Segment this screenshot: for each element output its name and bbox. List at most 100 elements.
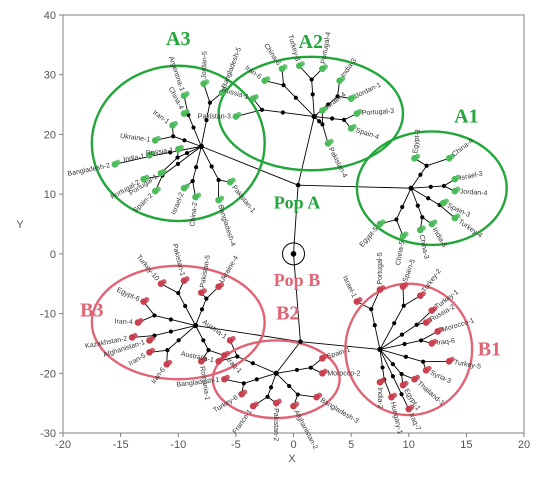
tree-edge — [203, 83, 211, 103]
tree-node — [199, 307, 205, 312]
leaf-dot — [167, 359, 173, 365]
tree-node — [309, 77, 314, 82]
leaf-dot — [253, 401, 259, 407]
tree-node — [216, 177, 221, 183]
leaf-dot — [351, 123, 357, 130]
tree-node — [295, 182, 301, 188]
leaf-dot — [357, 108, 363, 115]
cluster-label: A2 — [299, 31, 323, 53]
x-tick-label: -15 — [113, 439, 129, 451]
leaf-label: China-2 — [189, 202, 199, 227]
tree-edge — [370, 308, 376, 326]
tree-node — [400, 204, 405, 210]
tree-node — [190, 178, 195, 184]
tree-edge — [177, 292, 186, 307]
tree-edge — [275, 372, 290, 387]
leaf-dot — [155, 186, 161, 192]
tree-node — [176, 338, 181, 343]
leaf-label: Pakistan-3 — [198, 114, 231, 121]
x-tick-label: 10 — [403, 439, 415, 451]
tree-node — [192, 322, 199, 329]
tree-edge — [252, 362, 277, 374]
tree-node — [204, 118, 209, 123]
leaf-dot — [380, 285, 386, 291]
leaf-dot — [322, 105, 328, 112]
tree-node — [424, 163, 429, 168]
tree-node — [418, 338, 424, 343]
leaf-dot — [144, 297, 150, 303]
tree-edge — [256, 372, 277, 380]
leaf-dot — [276, 398, 282, 404]
cluster-ellipses — [90, 55, 508, 420]
tree-edge — [401, 187, 412, 208]
cluster-label: A3 — [166, 28, 190, 50]
root-ring — [282, 242, 305, 266]
x-tick-label: 20 — [518, 439, 530, 451]
tree-edge — [405, 356, 424, 363]
tree-node — [390, 362, 396, 367]
leaf-dot — [138, 317, 144, 324]
tree-node — [421, 359, 426, 364]
tree-node — [310, 92, 315, 97]
leaf-dot — [380, 377, 386, 383]
tree-edge — [195, 309, 203, 326]
leaf-dot — [293, 401, 300, 407]
leaf-dot — [230, 177, 236, 183]
tree-node — [369, 306, 374, 312]
tree-edge — [404, 340, 422, 345]
tree-edge — [439, 204, 456, 219]
leaf-dot — [132, 332, 138, 339]
tree-edge — [195, 325, 301, 343]
tree-edge — [261, 109, 283, 113]
leaf-dot — [242, 389, 248, 395]
y-axis-title: Y — [16, 219, 24, 231]
tree-node — [259, 107, 265, 112]
leaf-dot — [149, 335, 156, 342]
tree-edge — [311, 79, 314, 95]
leaf-dot — [184, 108, 190, 115]
y-tick-label: 20 — [44, 129, 56, 141]
tree-node — [198, 143, 204, 149]
leaf-label: China-5 — [395, 240, 406, 265]
tree-edge — [177, 146, 202, 165]
tree-node — [294, 367, 300, 373]
leaf-dot — [420, 225, 426, 231]
tree-node — [441, 183, 447, 189]
tree-edge — [276, 369, 298, 374]
leaf-dot — [420, 291, 426, 297]
leaf-dot — [414, 153, 421, 159]
x-tick-label: 0 — [290, 439, 296, 451]
tree-edge — [193, 127, 202, 147]
leaf-dot — [443, 198, 449, 204]
tree-edge — [374, 325, 381, 350]
annotations: A3 A2 A1 B3 B2 B1 Pop A Pop B — [80, 28, 501, 361]
tree-edge — [296, 367, 311, 371]
y-tick-label: 0 — [50, 249, 56, 261]
leaf-label: Iraq-6 — [436, 338, 455, 347]
leaf-dot — [432, 305, 438, 312]
tree-edge — [379, 349, 394, 365]
leaf-label: Russia-1 — [146, 147, 174, 158]
x-tick-label: -5 — [231, 439, 241, 451]
tree-edge — [187, 114, 194, 128]
leaf-dot — [222, 88, 228, 94]
leaf-dot — [184, 91, 190, 97]
leaf-dot — [155, 135, 161, 141]
tree-edge — [401, 324, 417, 335]
tree-node — [265, 394, 270, 399]
tree-node — [194, 165, 199, 170]
leaf-label: Jordan-5 — [201, 51, 209, 79]
leaf-dot — [172, 120, 179, 127]
tree-edge — [298, 184, 412, 189]
tree-edge — [379, 343, 405, 350]
leaf-label: Portugal-3 — [362, 108, 395, 117]
leaf-dot — [218, 356, 225, 362]
tree-node — [380, 365, 385, 370]
leaf-dot — [455, 213, 461, 219]
tree-node — [287, 383, 292, 389]
cluster-ellipse — [355, 130, 508, 247]
cluster-label: A1 — [454, 105, 478, 127]
tree-node — [182, 138, 187, 143]
leaf-dot — [316, 392, 323, 398]
leaf-label: Portugal-5 — [377, 252, 384, 284]
